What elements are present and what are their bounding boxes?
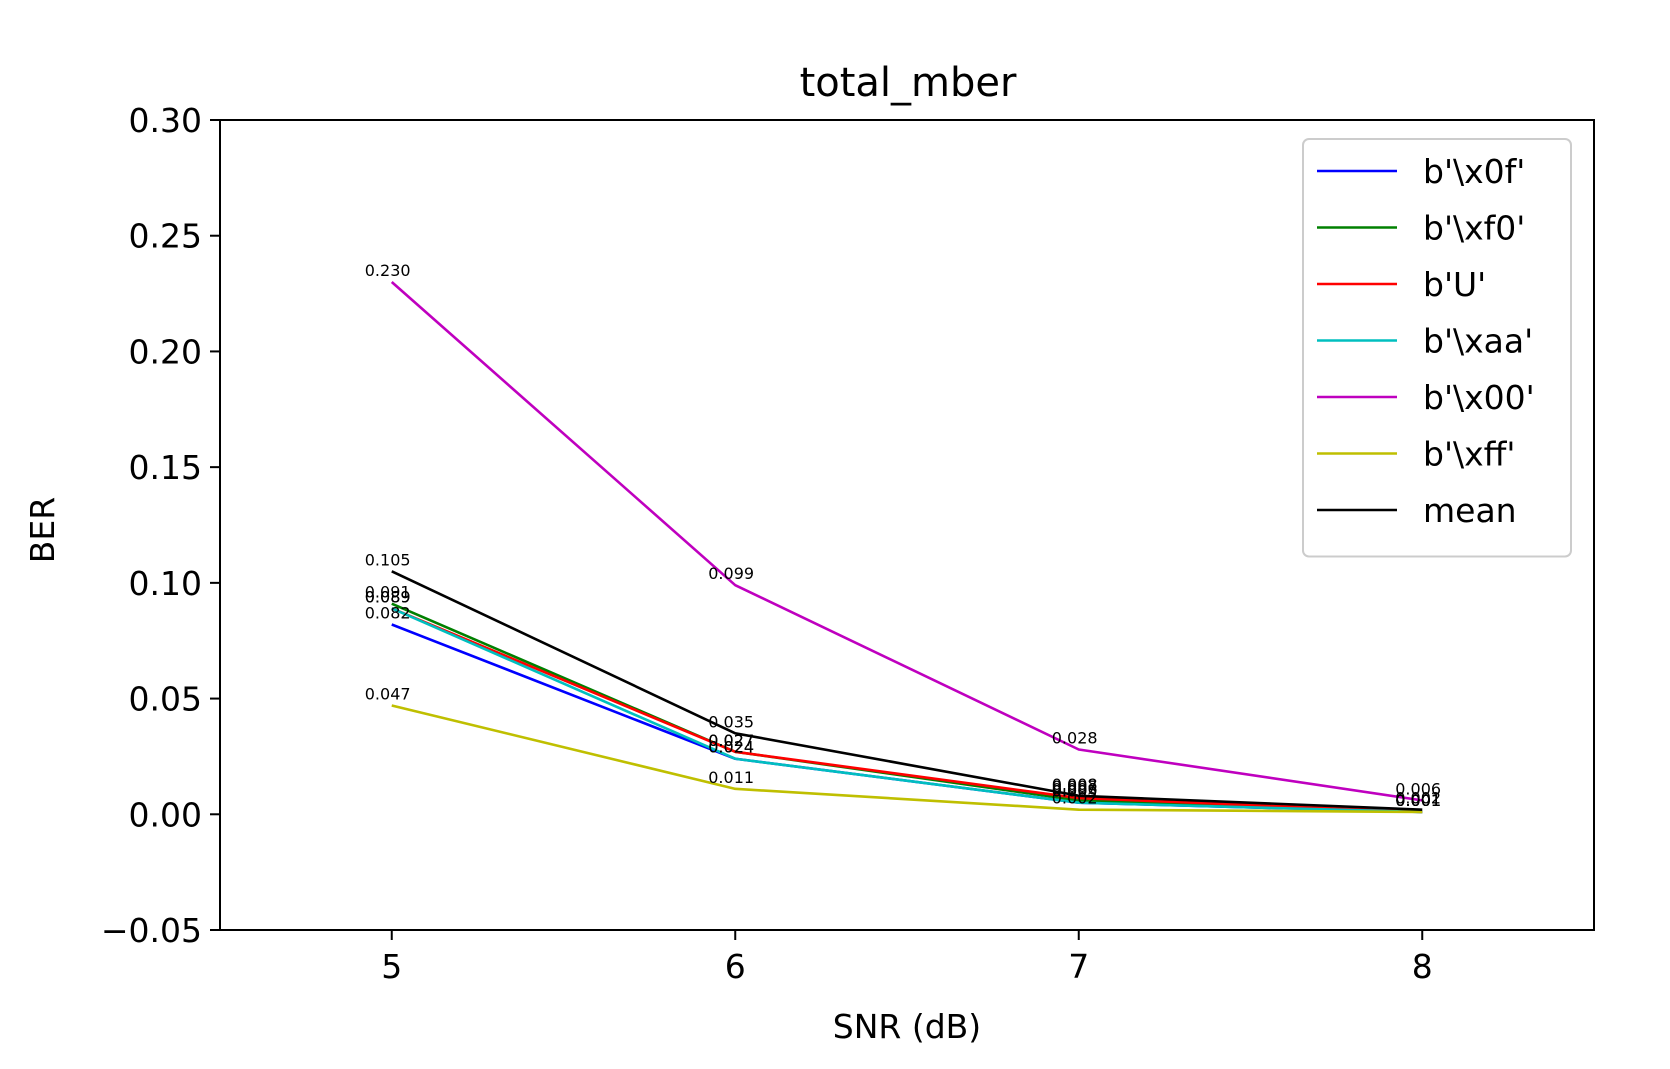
y-axis: −0.05 0.00 0.05 0.10 0.15 0.20 0.25 0.30 <box>101 101 220 950</box>
data-label: 0.027 <box>708 731 754 750</box>
series-line <box>391 570 1423 811</box>
data-label: 0.027 <box>708 731 754 750</box>
series-line <box>391 623 1423 814</box>
data-label: 0.099 <box>708 564 754 583</box>
x-tick-label: 5 <box>381 947 402 986</box>
series-line <box>391 607 1423 814</box>
series-lines <box>390 281 1423 814</box>
series-line <box>391 607 1423 814</box>
y-tick-label: 0.15 <box>129 448 202 487</box>
data-label: 0.001 <box>1395 791 1441 810</box>
plot-area-frame <box>219 119 1595 931</box>
legend: b'\x0f' b'\xf0' b'U' b'\xaa' b'\x00' b'\xff' m… <box>1302 138 1572 558</box>
data-label: 0.001 <box>1395 791 1441 810</box>
y-tick-label: 0.30 <box>129 101 202 140</box>
legend-entry: b'\x00' <box>1423 378 1535 417</box>
data-label: 0.089 <box>365 587 411 606</box>
x-axis: 5 6 7 8 <box>381 930 1433 986</box>
data-label: 0.006 <box>1395 779 1441 798</box>
x-tick-label: 8 <box>1412 947 1433 986</box>
data-label: 0.008 <box>1052 775 1098 794</box>
data-label: 0.002 <box>1395 789 1441 808</box>
y-tick-label: 0.05 <box>129 680 202 719</box>
y-axis-title: BER <box>23 497 62 563</box>
data-label: 0.011 <box>708 768 754 787</box>
data-label: 0.001 <box>1395 791 1441 810</box>
data-label: 0.002 <box>1052 789 1098 808</box>
data-label: 0.007 <box>1052 777 1098 796</box>
data-label: 0.005 <box>1052 782 1098 801</box>
series-line <box>391 704 1423 814</box>
x-tick-label: 6 <box>725 947 746 986</box>
data-label: 0.089 <box>365 587 411 606</box>
chart-title: total_mber <box>800 60 1017 106</box>
data-label: 0.082 <box>365 604 411 623</box>
y-tick-label: −0.05 <box>101 911 202 950</box>
legend-box <box>1302 138 1572 558</box>
legend-entry: b'\xf0' <box>1423 209 1525 248</box>
legend-entry: b'U' <box>1423 265 1486 304</box>
data-label: 0.001 <box>1395 791 1441 810</box>
data-label: 0.091 <box>365 583 411 602</box>
y-tick-label: 0.25 <box>129 217 202 256</box>
y-tick-label: 0.10 <box>129 564 202 603</box>
x-axis-title: SNR (dB) <box>833 1007 981 1046</box>
data-label: 0.006 <box>1052 779 1098 798</box>
data-label: 0.001 <box>1395 791 1441 810</box>
y-tick-label: 0.00 <box>129 795 202 834</box>
data-label: 0.028 <box>1052 728 1098 747</box>
data-label: 0.024 <box>708 738 754 757</box>
y-tick-label: 0.20 <box>129 332 202 371</box>
legend-entry: mean <box>1423 491 1517 530</box>
data-label: 0.105 <box>365 550 411 569</box>
data-label: 0.005 <box>1052 782 1098 801</box>
data-label: 0.230 <box>365 261 411 280</box>
data-label: 0.035 <box>708 712 754 731</box>
legend-entry: b'\xff' <box>1423 435 1515 474</box>
series-line <box>390 281 1423 802</box>
legend-entry: b'\xaa' <box>1423 322 1533 361</box>
data-label: 0.047 <box>365 685 411 704</box>
data-label: 0.024 <box>708 738 754 757</box>
legend-entry: b'\x0f' <box>1423 152 1525 191</box>
x-tick-label: 7 <box>1068 947 1089 986</box>
